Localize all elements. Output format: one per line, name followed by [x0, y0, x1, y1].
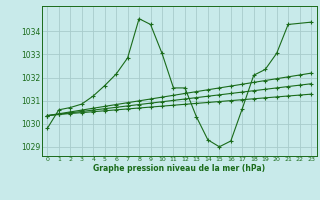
X-axis label: Graphe pression niveau de la mer (hPa): Graphe pression niveau de la mer (hPa)	[93, 164, 265, 173]
